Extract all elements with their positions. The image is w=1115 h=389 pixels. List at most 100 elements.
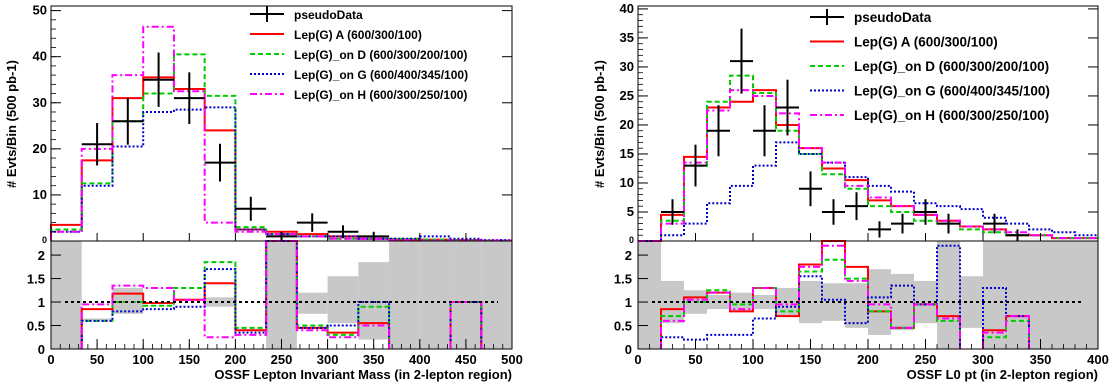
ratio-band-bin [481,241,512,349]
x-tick-label: 400 [1087,352,1109,367]
data-point [753,105,776,157]
data-point [983,213,1006,234]
data-point [776,79,799,136]
ratio-series-line-4 [660,244,1030,349]
x-tick-label: 200 [857,352,879,367]
y-tick-label: 25 [620,88,634,103]
ratio-band-bin [1029,241,1052,349]
ratio-band-bin [450,241,482,349]
data-point [684,144,707,187]
ratio-band-bin [937,241,960,349]
data-point [868,221,891,238]
x-tick-label: 450 [455,352,477,367]
legend-label-series: Lep(G) A (600/300/100) [854,35,998,50]
ratio-band-bin [204,297,236,307]
x-tick-label: 50 [90,352,104,367]
legend: pseudoData Lep(G) A (600/300/100) Lep(G)_o… [250,6,468,102]
ratio-y-tick-label: 1 [625,295,632,310]
data-point [914,199,937,225]
x-axis-title: OSSF L0 pt (in 2-lepton region) [907,367,1098,382]
data-point [822,199,845,225]
legend-label-data: pseudoData [854,10,932,25]
data-point [937,213,960,234]
series-line-1 [638,89,1098,242]
ratio-band-bin [419,241,451,349]
ratio-band-bin [776,287,799,317]
legend-label-series: Lep(G)_on H (600/300/250/100) [854,108,1049,123]
y-tick-label: 30 [620,59,634,74]
ratio-y-tick-label: 0.5 [27,319,45,334]
y-tick-label: 40 [620,1,634,16]
y-tick-label: 10 [620,175,634,190]
series-line-4 [50,25,512,242]
ratio-band-bin [730,292,753,312]
data-point [661,199,684,225]
ratio-band-bin [845,283,868,328]
ratio-y-tick-label: 1.5 [614,272,632,287]
ratio-band-bin [891,273,914,331]
y-tick-label-zero: 0 [42,235,47,245]
legend-label-series: Lep(G)_on G (600/400/345/100) [294,68,468,82]
x-axis-title: OSSF Lepton Invariant Mass (in 2-lepton … [214,367,512,382]
x-tick-label: 400 [409,352,431,367]
x-tick-label: 150 [178,352,200,367]
x-tick-label: 200 [225,352,247,367]
legend: pseudoData Lep(G) A (600/300/100) Lep(G)_o… [810,9,1050,123]
ratio-band [638,241,1098,349]
x-tick-label: 350 [1030,352,1052,367]
y-tick-label: 15 [620,146,634,161]
x-tick-label: 500 [501,352,523,367]
data-point [891,213,914,234]
ratio-y-tick-label: 0.5 [614,319,632,334]
ratio-band-bin [983,241,1006,349]
data-point [845,192,868,221]
ratio-band-bin [327,276,359,324]
y-axis-title: # Evts/Bin (500 pb-1) [4,60,19,188]
x-tick-label: 250 [271,352,293,367]
x-tick-label: 350 [363,352,385,367]
legend-label-series: Lep(G)_on D (600/300/200/100) [294,48,467,62]
ratio-y-tick-label: 1.5 [27,272,45,287]
x-tick-label: 0 [47,352,54,367]
ratio-band-bin [1075,241,1098,349]
ratio-band-bin [914,280,937,324]
ratio-y-tick-label: 0 [38,342,45,357]
data-point [296,213,328,232]
x-tick-label: 250 [915,352,937,367]
data-point [112,97,144,145]
y-tick-label-zero: 0 [629,235,634,245]
y-tick-label: 10 [33,187,47,202]
main-plot-frame [50,5,513,242]
ratio-band-bin [296,292,328,314]
legend-label-series: Lep(G)_on D (600/300/200/100) [854,59,1049,74]
y-tick-label: 5 [627,204,634,219]
x-tick-label: 0 [634,352,641,367]
legend-label-data: pseudoData [294,8,363,22]
ratio-y-tick-label: 0 [625,342,632,357]
ratio-y-tick-label: 2 [625,248,632,263]
ratio-band-bin [753,295,776,310]
ratio-y-tick-label: 1 [38,295,45,310]
ratio-band-bin [638,241,661,349]
x-tick-label: 50 [688,352,702,367]
data-point [81,123,113,166]
legend-label-series: Lep(G)_on H (600/300/250/100) [294,88,467,102]
x-tick-label: 150 [800,352,822,367]
data-point [730,28,753,94]
ratio-series-line-2 [80,240,483,349]
x-tick-label: 300 [317,352,339,367]
x-tick-label: 100 [132,352,154,367]
ratio-y-tick-label: 2 [38,248,45,263]
ratio-series-line-4 [80,240,483,349]
ratio-band-bin [266,241,297,349]
ratio-band-bin [358,262,390,340]
data-point [1006,229,1029,241]
data-point [327,225,359,239]
legend-label-series: Lep(G) A (600/300/100) [294,28,422,42]
ratio-band-bin [81,318,113,321]
ratio-band-bin [389,241,420,349]
y-tick-label: 40 [33,49,47,64]
y-tick-label: 20 [33,141,47,156]
